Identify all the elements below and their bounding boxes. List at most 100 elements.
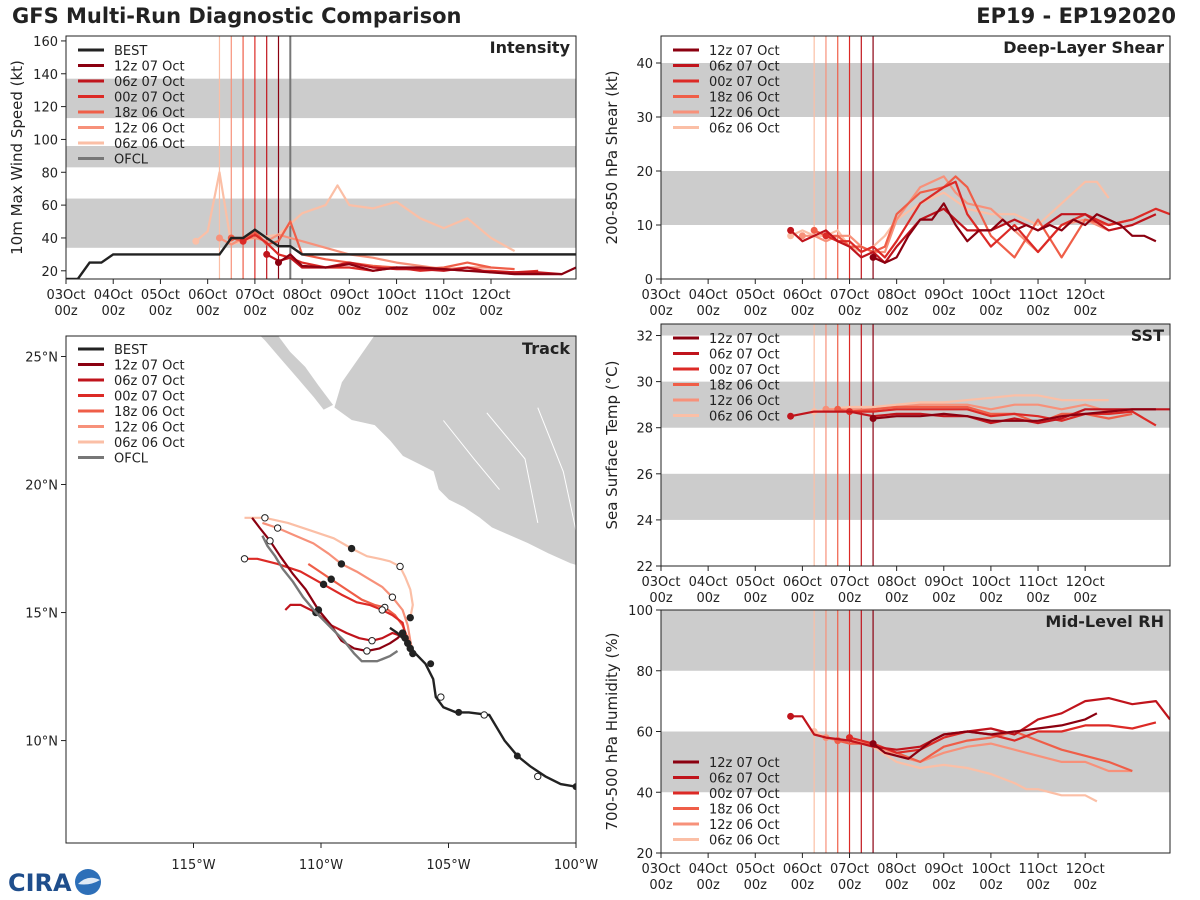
- x-tick-label: 00z: [744, 304, 768, 319]
- x-tick-label: 07Oct: [830, 575, 869, 590]
- y-tick-label: 80: [636, 665, 653, 680]
- x-tick-label: 00z: [744, 591, 768, 606]
- legend-entry-label: 18z 06 Oct: [709, 379, 780, 394]
- x-tick-label: 11Oct: [1019, 862, 1058, 877]
- state-border: [537, 407, 576, 531]
- track-panel: 115°W 110°W 105°W 100°W 10°N 15°N 20°N 25°N Trac…: [25, 335, 598, 873]
- x-tick-label: 00z: [54, 304, 78, 319]
- x-tick-label: 11Oct: [1019, 288, 1058, 303]
- map-content: [240, 336, 576, 791]
- track-marker: [368, 637, 376, 645]
- legend-entry-label: 06z 06 Oct: [709, 834, 780, 849]
- legend-entry-label: 06z 07 Oct: [709, 60, 780, 75]
- x-tick-label: 07Oct: [830, 288, 869, 303]
- panel-title: Intensity: [490, 38, 571, 57]
- series-start-marker: [787, 412, 795, 420]
- y-tick-label: 26: [636, 468, 653, 483]
- lon-tick-label: 105°W: [426, 858, 470, 873]
- x-tick-label: 05Oct: [141, 288, 180, 303]
- lat-tick-label: 20°N: [25, 479, 58, 494]
- x-tick-label: 00z: [649, 591, 673, 606]
- legend-entry-label: 12z 06 Oct: [114, 421, 185, 436]
- y-tick-label: 40: [636, 57, 653, 72]
- x-tick-label: 00z: [932, 878, 956, 893]
- x-tick-label: 00z: [696, 878, 720, 893]
- legend-entry-label: 12z 06 Oct: [709, 106, 780, 121]
- series-start-marker: [787, 232, 795, 240]
- cira-logo: CIRA: [8, 869, 101, 897]
- x-tick-label: 12Oct: [1066, 862, 1105, 877]
- y-axis-label: Sea Surface Temp (°C): [603, 360, 621, 529]
- y-tick-label: 60: [41, 199, 58, 214]
- y-tick-label: 30: [636, 376, 653, 391]
- y-tick-label: 32: [636, 330, 653, 345]
- x-tick-label: 00z: [885, 591, 909, 606]
- forecast-track: [244, 516, 414, 618]
- page-title: GFS Multi-Run Diagnostic Comparison: [12, 4, 462, 28]
- series-start-marker: [869, 740, 877, 748]
- x-tick-label: 00z: [932, 304, 956, 319]
- y-tick-label: 24: [636, 514, 653, 529]
- x-tick-label: 12Oct: [471, 288, 510, 303]
- series-start-marker: [239, 237, 247, 245]
- series-start-marker: [192, 237, 200, 245]
- threshold-band: [661, 324, 1170, 336]
- y-axis-label: 700-500 hPa Humidity (%): [603, 632, 621, 830]
- legend-entry-label: 00z 07 Oct: [709, 75, 780, 90]
- y-tick-label: 30: [636, 111, 653, 126]
- x-tick-label: 05Oct: [736, 575, 775, 590]
- x-tick-label: 00z: [479, 304, 503, 319]
- x-tick-label: 10Oct: [971, 575, 1010, 590]
- legend-entry-label: 06z 06 Oct: [709, 122, 780, 137]
- series-line: [872, 712, 1098, 760]
- legend-entry-label: 06z 07 Oct: [114, 374, 185, 389]
- series-line: [849, 408, 1157, 427]
- x-tick-label: 10Oct: [971, 288, 1010, 303]
- legend-entry-label: 12z 07 Oct: [709, 756, 780, 771]
- x-tick-label: 10Oct: [377, 288, 416, 303]
- x-tick-label: 04Oct: [689, 288, 728, 303]
- x-tick-label: 07Oct: [235, 288, 274, 303]
- x-tick-label: 08Oct: [283, 288, 322, 303]
- x-tick-label: 12Oct: [1066, 575, 1105, 590]
- y-tick-label: 140: [33, 68, 58, 83]
- forecast-track: [262, 521, 414, 654]
- mexico-landmass: [333, 336, 576, 566]
- x-tick-label: 04Oct: [94, 288, 133, 303]
- x-tick-label: 00z: [1026, 591, 1050, 606]
- panel-title: SST: [1131, 326, 1164, 345]
- y-tick-label: 160: [33, 35, 58, 50]
- legend-entry-label: OFCL: [114, 452, 149, 467]
- x-tick-label: 00z: [338, 304, 362, 319]
- x-tick-label: 00z: [149, 304, 173, 319]
- series-start-marker: [275, 259, 282, 267]
- forecast-track: [284, 603, 406, 642]
- legend-entry-label: 06z 06 Oct: [114, 436, 185, 451]
- lon-tick-label: 100°W: [554, 858, 598, 873]
- panel-title: Track: [522, 339, 570, 358]
- plot-content: [66, 36, 576, 279]
- series-start-marker: [822, 232, 830, 240]
- x-tick-label: 05Oct: [736, 288, 775, 303]
- track-marker: [327, 575, 335, 583]
- lat-tick-label: 25°N: [25, 350, 58, 365]
- track-marker: [406, 613, 414, 622]
- plot-frame: [660, 35, 1171, 280]
- best-track-marker: [513, 752, 521, 760]
- x-tick-label: 08Oct: [877, 862, 916, 877]
- series-start-marker: [263, 250, 271, 258]
- series-start-marker: [787, 712, 795, 720]
- lon-tick-label: 110°W: [299, 858, 343, 873]
- lat-tick-label: 10°N: [25, 735, 58, 750]
- legend-entry-label: 00z 07 Oct: [709, 787, 780, 802]
- x-tick-label: 00z: [1073, 591, 1097, 606]
- x-tick-label: 00z: [102, 304, 126, 319]
- legend-entry-label: 06z 07 Oct: [709, 348, 780, 363]
- x-tick-label: 09Oct: [330, 288, 369, 303]
- plot-content: [661, 36, 1170, 279]
- x-tick-label: 11Oct: [1019, 575, 1058, 590]
- y-tick-label: 100: [33, 133, 58, 148]
- track-marker: [378, 606, 386, 614]
- panel-title: Mid-Level RH: [1045, 612, 1164, 631]
